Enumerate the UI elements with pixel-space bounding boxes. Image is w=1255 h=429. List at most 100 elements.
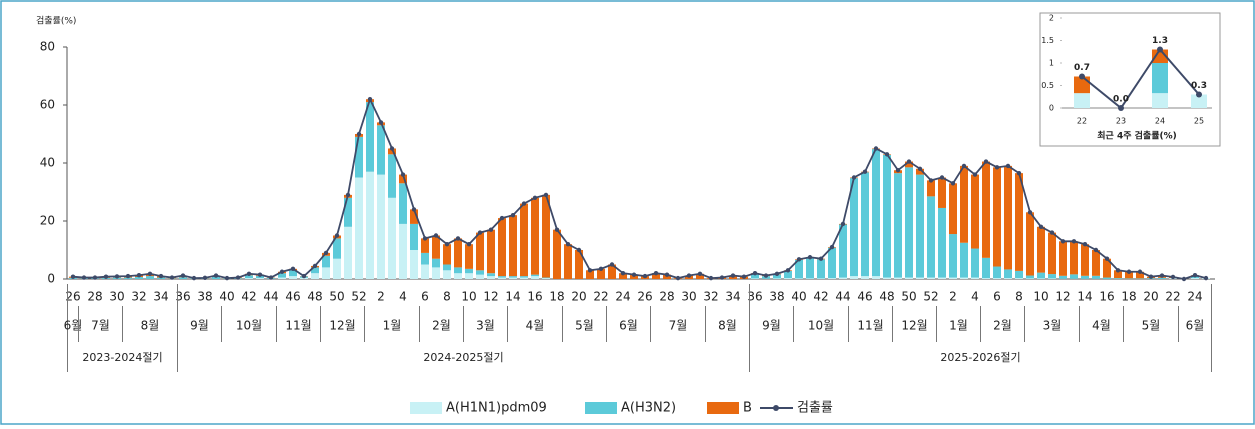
- bar-segment: [487, 276, 495, 279]
- rate-point: [731, 273, 735, 277]
- rate-point: [1079, 74, 1085, 80]
- season-label: 2023-2024절기: [82, 351, 162, 364]
- bar-segment: [993, 167, 1001, 266]
- rate-point: [852, 175, 856, 179]
- x-tick-label: 22: [593, 290, 608, 304]
- inset-title: 최근 4주 검출률(%): [1097, 130, 1176, 142]
- month-label: 2월: [432, 319, 451, 333]
- bar-segment: [1152, 63, 1168, 93]
- rate-point: [566, 242, 570, 246]
- bar-segment: [1059, 241, 1067, 276]
- rate-point: [1196, 92, 1202, 98]
- x-tick-label: 6: [993, 290, 1001, 304]
- bar-segment: [982, 162, 990, 258]
- x-tick-label: 30: [681, 290, 696, 304]
- bar-segment: [839, 278, 847, 279]
- x-tick-label: 44: [835, 290, 850, 304]
- x-tick-label: 38: [769, 290, 784, 304]
- month-label: 3월: [476, 319, 495, 333]
- bar-segment: [806, 258, 814, 279]
- rate-point: [500, 216, 504, 220]
- x-tick-label: 14: [1077, 290, 1092, 304]
- rate-point: [456, 236, 460, 240]
- bar-segment: [355, 178, 363, 280]
- rate-point: [115, 274, 119, 278]
- bar-segment: [916, 278, 924, 279]
- bar-segment: [1037, 227, 1045, 273]
- month-label: 1월: [383, 319, 402, 333]
- rate-point: [214, 273, 218, 277]
- rate-point: [863, 170, 867, 174]
- rate-point: [962, 164, 966, 168]
- rate-point: [665, 272, 669, 276]
- rate-point: [1138, 270, 1142, 274]
- bar-segment: [476, 233, 484, 271]
- x-tick-label: 24: [1187, 290, 1202, 304]
- bar-segment: [1070, 241, 1078, 274]
- x-tick-label: 42: [241, 290, 256, 304]
- rate-point: [885, 152, 889, 156]
- rate-point: [577, 248, 581, 252]
- bar-segment: [839, 224, 847, 277]
- x-tick-label: 40: [219, 290, 234, 304]
- bar-segment: [553, 230, 561, 279]
- bar-segment: [520, 204, 528, 277]
- bar-segment: [1081, 276, 1089, 279]
- rate-point: [1017, 171, 1021, 175]
- rate-point: [522, 201, 526, 205]
- bar-segment: [795, 278, 803, 279]
- rate-point: [786, 268, 790, 272]
- bar-segment: [498, 218, 506, 276]
- x-tick-label: 52: [923, 290, 938, 304]
- x-tick-label: 24: [615, 290, 630, 304]
- bar-segment: [828, 248, 836, 278]
- month-label: 12월: [901, 319, 927, 333]
- rate-point: [1127, 270, 1131, 274]
- rate-point: [324, 251, 328, 255]
- bar-segment: [443, 265, 451, 271]
- x-tick-label: 10: [1033, 290, 1048, 304]
- bar-segment: [289, 276, 297, 279]
- bar-segment: [1092, 276, 1100, 279]
- bar-segment: [1074, 93, 1090, 108]
- rate-point: [698, 272, 702, 276]
- bar-segment: [399, 183, 407, 224]
- bar-segment: [905, 167, 913, 277]
- bar-segment: [1152, 93, 1168, 108]
- rate-point: [995, 165, 999, 169]
- x-tick-label: 14: [505, 290, 520, 304]
- data-label: 1.3: [1152, 36, 1168, 46]
- rate-point: [819, 257, 823, 261]
- rate-point: [401, 172, 405, 176]
- y-tick-label: 20: [40, 214, 55, 228]
- bar-segment: [1092, 250, 1100, 276]
- bar-segment: [1004, 166, 1012, 270]
- rate-point: [1094, 248, 1098, 252]
- bar-segment: [872, 149, 880, 276]
- x-tick-label: 2: [949, 290, 957, 304]
- x-tick-label: 2: [377, 290, 385, 304]
- bar-segment: [960, 166, 968, 243]
- bar-segment: [333, 259, 341, 279]
- x-tick-label: 32: [131, 290, 146, 304]
- rate-point: [1160, 273, 1164, 277]
- month-label: 6월: [1186, 319, 1205, 333]
- month-label: 11월: [857, 319, 883, 333]
- month-label: 9월: [190, 319, 209, 333]
- month-label: 10월: [808, 319, 834, 333]
- rate-point: [335, 233, 339, 237]
- y-tick-label: 60: [40, 98, 55, 112]
- data-label: 0.0: [1113, 95, 1129, 105]
- bar-segment: [1081, 244, 1089, 276]
- bar-segment: [938, 278, 946, 279]
- rate-point: [434, 233, 438, 237]
- data-label: 0.3: [1191, 81, 1207, 91]
- bar-segment: [311, 273, 319, 279]
- legend-swatch: [410, 402, 442, 414]
- y-axis-label: 검출률(%): [36, 15, 76, 27]
- month-label: 1월: [949, 319, 968, 333]
- rate-point: [159, 274, 163, 278]
- legend-swatch: [585, 402, 617, 414]
- x-tick-label: 25: [1194, 117, 1204, 126]
- x-tick-label: 12: [1055, 290, 1070, 304]
